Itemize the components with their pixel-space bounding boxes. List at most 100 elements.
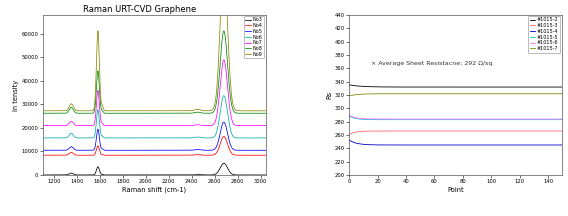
No3 [125,174,132,176]
No9 [258,110,265,112]
No3 [263,174,270,176]
No4 [65,153,72,156]
Line: No6: No6 [43,96,266,138]
#1015-6 [525,118,532,120]
No4 [258,154,265,157]
No5 [135,149,141,152]
#1015-2 [559,86,566,88]
Line: No5: No5 [43,122,266,150]
X-axis label: Point: Point [448,187,464,193]
No7 [39,124,46,127]
#1015-3 [346,133,353,135]
#1015-5 [559,118,566,121]
No3 [128,174,135,176]
#1015-2 [476,86,483,88]
No4 [78,154,85,157]
#1015-6 [533,118,540,120]
#1015-5 [346,115,353,117]
No6 [135,137,141,139]
No3 [235,174,241,176]
#1015-4 [472,144,479,146]
#1015-2 [346,84,353,86]
#1015-5 [473,118,479,121]
No6 [125,137,132,139]
#1015-4 [539,144,546,146]
X-axis label: Raman shift (cm-1): Raman shift (cm-1) [122,187,186,193]
#1015-2 [525,86,532,88]
#1015-4 [473,144,479,146]
No7 [78,124,85,127]
#1015-6 [473,118,479,120]
No6 [263,137,270,139]
No7 [263,124,270,127]
#1015-7 [473,92,479,95]
No7 [65,123,72,126]
#1015-7 [539,92,546,95]
No8 [263,112,270,114]
No8 [65,110,72,113]
No8 [125,112,132,114]
No3 [258,174,265,176]
No7 [235,124,241,127]
Line: No9: No9 [43,0,266,111]
#1015-6 [559,118,566,120]
#1015-3 [473,130,479,132]
No3 [135,174,141,176]
No8 [220,30,227,32]
No7 [220,59,227,61]
Line: No4: No4 [43,137,266,155]
No9 [39,110,46,112]
No5 [78,149,85,152]
#1015-6 [472,118,479,120]
No8 [39,112,46,114]
Legend: #1015-2, #1015-3, #1015-4, #1015-5, #1015-6, #1015-7: #1015-2, #1015-3, #1015-4, #1015-5, #101… [528,16,560,52]
#1015-4 [476,144,483,146]
Y-axis label: Rs: Rs [326,91,332,99]
No5 [235,149,241,152]
#1015-5 [540,118,546,121]
No7 [135,124,141,127]
No7 [258,124,265,127]
#1015-2 [346,84,353,86]
#1015-2 [539,86,546,88]
No3 [220,162,227,165]
Line: #1015-7: #1015-7 [349,94,562,96]
Line: No7: No7 [43,60,266,125]
No4 [135,154,141,157]
No5 [258,149,265,152]
No8 [235,112,241,114]
Line: No8: No8 [43,31,266,113]
No6 [78,137,85,139]
Line: #1015-6: #1015-6 [349,115,562,119]
No5 [65,148,72,151]
No4 [220,135,227,138]
No9 [78,110,85,112]
#1015-3 [559,130,566,132]
No6 [235,137,241,139]
No6 [39,137,46,139]
No3 [78,174,85,176]
No4 [39,154,46,157]
No9 [235,109,241,112]
#1015-7 [346,95,353,97]
Line: #1015-3: #1015-3 [349,131,562,135]
No3 [65,173,72,176]
#1015-3 [346,133,353,136]
No4 [125,154,132,157]
No6 [220,94,227,97]
#1015-2 [473,86,479,88]
No5 [39,149,46,152]
No9 [135,110,141,112]
No6 [258,137,265,139]
Line: No3: No3 [43,163,266,175]
Y-axis label: In tensity: In tensity [13,79,19,111]
No6 [65,135,72,138]
No5 [125,149,132,152]
No5 [220,121,227,123]
#1015-5 [525,118,532,121]
#1015-4 [346,139,353,142]
#1015-3 [472,130,479,132]
Text: Raman URT-CVD Graphene: Raman URT-CVD Graphene [83,5,196,14]
#1015-6 [540,118,546,120]
Text: × Average Sheet Resistacne: 292 Ω/sq: × Average Sheet Resistacne: 292 Ω/sq [370,60,492,66]
